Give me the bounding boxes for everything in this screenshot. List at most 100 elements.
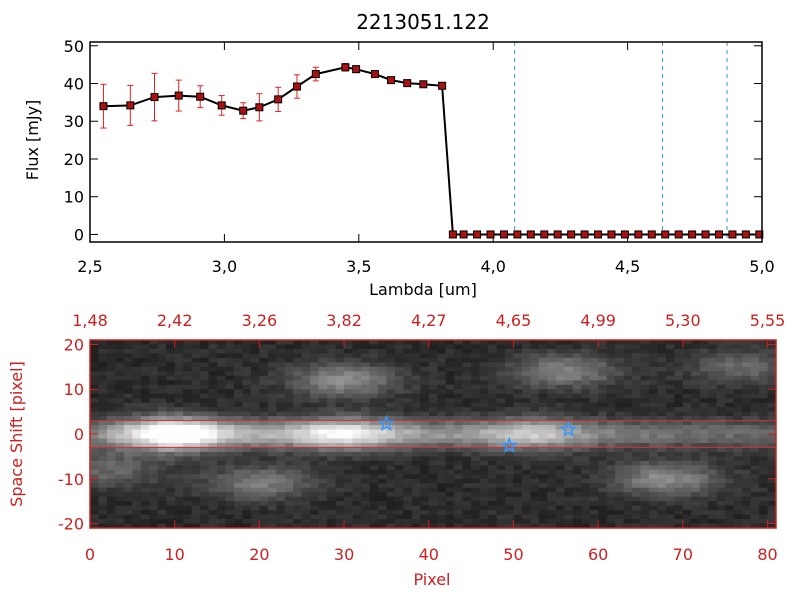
image-pixel xyxy=(454,371,464,377)
image-pixel xyxy=(691,357,701,363)
image-pixel xyxy=(428,474,438,480)
image-pixel xyxy=(708,362,718,368)
image-pixel xyxy=(496,389,506,395)
image-pixel xyxy=(521,366,531,372)
image-pixel xyxy=(276,344,286,350)
image-pixel xyxy=(225,344,235,350)
image-pixel xyxy=(682,407,692,413)
image-pixel xyxy=(225,425,235,430)
image-pixel xyxy=(674,340,684,345)
image-pixel xyxy=(648,362,658,368)
image-pixel xyxy=(674,398,684,404)
image-pixel xyxy=(513,362,523,368)
image-pixel xyxy=(411,501,421,507)
image-pixel xyxy=(437,514,447,520)
image-pixel xyxy=(598,483,608,489)
image-pixel xyxy=(759,340,768,345)
image-pixel xyxy=(183,496,193,502)
image-pixel xyxy=(140,357,150,363)
image-pixel xyxy=(547,505,557,511)
image-pixel xyxy=(250,487,260,493)
image-pixel xyxy=(293,460,303,466)
image-pixel xyxy=(123,340,133,345)
image-pixel xyxy=(589,469,599,475)
image-pixel xyxy=(657,389,667,395)
image-pixel xyxy=(377,469,387,475)
image-pixel xyxy=(581,460,591,466)
image-pixel xyxy=(242,398,252,404)
image-pixel xyxy=(547,411,557,417)
image-pixel xyxy=(682,416,692,421)
image-pixel xyxy=(318,344,328,350)
image-pixel xyxy=(149,447,159,453)
image-pixel xyxy=(233,366,243,372)
image-pixel xyxy=(547,487,557,493)
image-pixel xyxy=(318,398,328,404)
image-pixel xyxy=(428,465,438,471)
image-pixel xyxy=(555,416,565,421)
image-pixel xyxy=(233,523,243,529)
image-pixel xyxy=(115,501,125,507)
image-pixel xyxy=(530,380,540,386)
image-pixel xyxy=(327,420,337,426)
image-pixel xyxy=(437,496,447,502)
image-pixel xyxy=(750,371,760,377)
image-pixel xyxy=(301,451,311,457)
image-pixel xyxy=(691,407,701,413)
image-pixel xyxy=(310,456,320,462)
image-pixel xyxy=(259,366,269,372)
image-pixel xyxy=(648,402,658,408)
image-pixel xyxy=(157,492,167,498)
image-pixel xyxy=(344,514,353,520)
image-pixel xyxy=(640,380,650,386)
image-pixel xyxy=(183,447,193,453)
image-pixel xyxy=(174,478,184,484)
image-pixel xyxy=(369,340,379,345)
image-pixel xyxy=(233,469,243,475)
image-pixel xyxy=(674,389,684,395)
image-pixel xyxy=(250,411,260,417)
image-pixel xyxy=(276,496,286,502)
image-pixel xyxy=(632,451,641,457)
image-pixel xyxy=(496,348,506,354)
image-pixel xyxy=(538,501,548,507)
image-pixel xyxy=(301,438,311,444)
image-pixel xyxy=(217,487,226,493)
image-pixel xyxy=(352,411,362,417)
image-pixel xyxy=(132,478,142,484)
spectrum-x-tick-label-4: 4,5 xyxy=(615,257,640,276)
image-pixel xyxy=(157,393,167,399)
image-pixel xyxy=(166,340,176,345)
image-pixel xyxy=(428,366,438,372)
image-pixel xyxy=(394,353,404,359)
image-pixel xyxy=(123,416,133,421)
image-pixel xyxy=(606,474,616,480)
image-pixel xyxy=(479,344,489,350)
image-pixel xyxy=(462,523,472,529)
image-pixel xyxy=(140,460,150,466)
image-pixel xyxy=(759,393,768,399)
image-pixel xyxy=(361,384,370,390)
image-pixel xyxy=(140,389,150,395)
image-pixel xyxy=(648,487,658,493)
image-pixel xyxy=(632,416,641,421)
image-pixel xyxy=(183,416,193,421)
image-pixel xyxy=(521,514,531,520)
image-pixel xyxy=(716,344,726,350)
image-pixel xyxy=(759,519,768,524)
image-pixel xyxy=(386,483,396,489)
image-pixel xyxy=(504,357,514,363)
image-pixel xyxy=(623,483,633,489)
image-pixel xyxy=(555,469,565,475)
image-pixel xyxy=(394,393,404,399)
image-pixel xyxy=(479,375,489,381)
image-pixel xyxy=(157,465,167,471)
image-x-axis-label: Pixel xyxy=(413,570,450,589)
spectrum-point-19 xyxy=(459,230,468,239)
image-pixel xyxy=(699,353,709,359)
image-pixel xyxy=(327,353,337,359)
image-pixel xyxy=(242,514,252,520)
image-pixel xyxy=(115,483,125,489)
image-pixel xyxy=(174,357,184,363)
image-pixel xyxy=(200,438,209,444)
